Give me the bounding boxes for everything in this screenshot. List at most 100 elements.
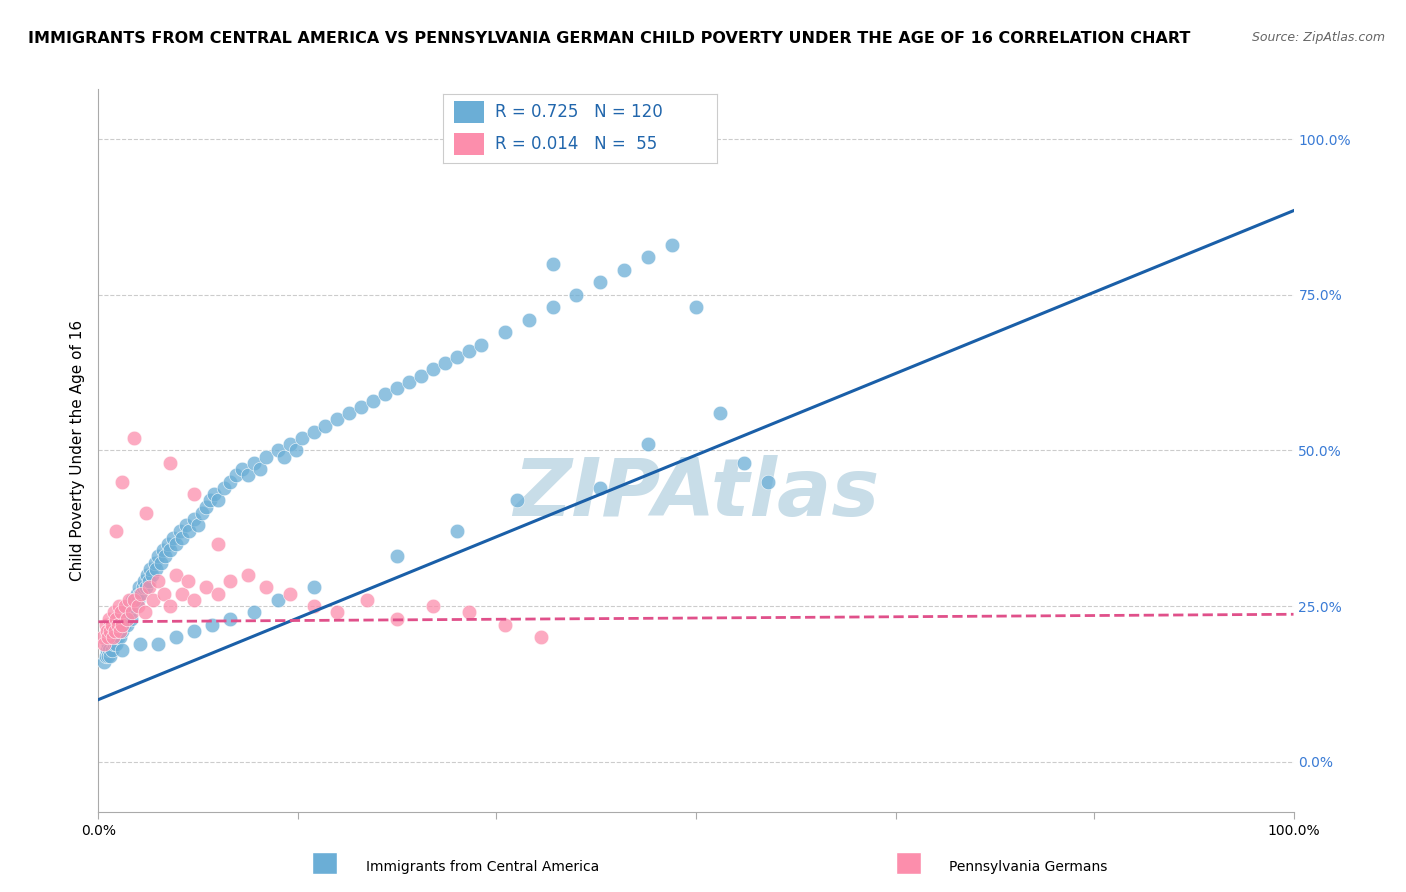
Point	[254, 450, 277, 464]
Point	[104, 630, 127, 644]
Point	[97, 636, 120, 650]
Point	[93, 636, 115, 650]
Point	[385, 381, 409, 395]
Point	[132, 574, 155, 589]
Point	[100, 618, 122, 632]
Point	[121, 593, 143, 607]
Point	[138, 574, 160, 589]
Point	[756, 475, 779, 489]
Point	[111, 624, 134, 639]
Point	[374, 387, 396, 401]
Point	[398, 375, 420, 389]
Point	[138, 581, 160, 595]
Point	[278, 587, 301, 601]
Point	[212, 481, 235, 495]
Point	[104, 624, 127, 639]
Point	[326, 606, 349, 620]
Bar	[454, 133, 484, 155]
Point	[115, 618, 138, 632]
Point	[434, 356, 457, 370]
Point	[315, 418, 337, 433]
Point	[136, 568, 159, 582]
Point	[458, 606, 481, 620]
Point	[207, 587, 229, 601]
Point	[195, 500, 218, 514]
Point	[195, 581, 218, 595]
Point	[118, 606, 141, 620]
Point	[159, 543, 181, 558]
Point	[183, 512, 205, 526]
Point	[153, 587, 176, 601]
Point	[156, 537, 179, 551]
Point	[100, 642, 122, 657]
Y-axis label: Child Poverty Under the Age of 16: Child Poverty Under the Age of 16	[70, 320, 86, 581]
Point	[165, 630, 187, 644]
Point	[98, 642, 121, 657]
Point	[98, 648, 122, 663]
Point	[267, 593, 290, 607]
Point	[278, 437, 301, 451]
Point	[541, 257, 564, 271]
Point	[115, 612, 138, 626]
Point	[284, 443, 307, 458]
Point	[589, 481, 612, 495]
Point	[108, 630, 131, 644]
Point	[98, 624, 122, 639]
Point	[101, 630, 124, 644]
Point	[530, 630, 553, 644]
Point	[517, 312, 540, 326]
Point	[101, 630, 124, 644]
Point	[159, 456, 181, 470]
Text: Source: ZipAtlas.com: Source: ZipAtlas.com	[1251, 31, 1385, 45]
Point	[470, 337, 492, 351]
Point	[96, 624, 118, 639]
Point	[128, 581, 150, 595]
Point	[339, 406, 361, 420]
Point	[183, 487, 205, 501]
Point	[152, 543, 174, 558]
Text: R = 0.014   N =  55: R = 0.014 N = 55	[495, 135, 657, 153]
Point	[120, 612, 142, 626]
Point	[118, 593, 141, 607]
Point	[103, 606, 125, 620]
Point	[111, 618, 134, 632]
Point	[127, 599, 149, 614]
Point	[165, 537, 187, 551]
Point	[103, 636, 125, 650]
Point	[107, 624, 129, 639]
Point	[107, 612, 129, 626]
Point	[94, 618, 117, 632]
Point	[254, 581, 277, 595]
Point	[494, 325, 516, 339]
Point	[385, 612, 409, 626]
Point	[422, 599, 444, 614]
Point	[135, 506, 157, 520]
Point	[114, 606, 136, 620]
Point	[107, 599, 129, 614]
Text: R = 0.725   N = 120: R = 0.725 N = 120	[495, 103, 662, 120]
Point	[172, 531, 194, 545]
Point	[107, 630, 129, 644]
Point	[219, 475, 242, 489]
Point	[129, 636, 152, 650]
Point	[115, 612, 138, 626]
Point	[98, 630, 122, 644]
Point	[105, 612, 128, 626]
Point	[169, 524, 191, 539]
Point	[207, 493, 229, 508]
Point	[685, 300, 707, 314]
Point	[149, 556, 172, 570]
Point	[385, 549, 409, 564]
Point	[494, 618, 516, 632]
Point	[97, 630, 120, 644]
Point	[105, 618, 128, 632]
Point	[326, 412, 349, 426]
Point	[96, 642, 118, 657]
Point	[107, 618, 129, 632]
Point	[172, 587, 194, 601]
Point	[110, 606, 132, 620]
Point	[661, 238, 683, 252]
Point	[236, 568, 259, 582]
Point	[121, 606, 143, 620]
Point	[302, 599, 325, 614]
